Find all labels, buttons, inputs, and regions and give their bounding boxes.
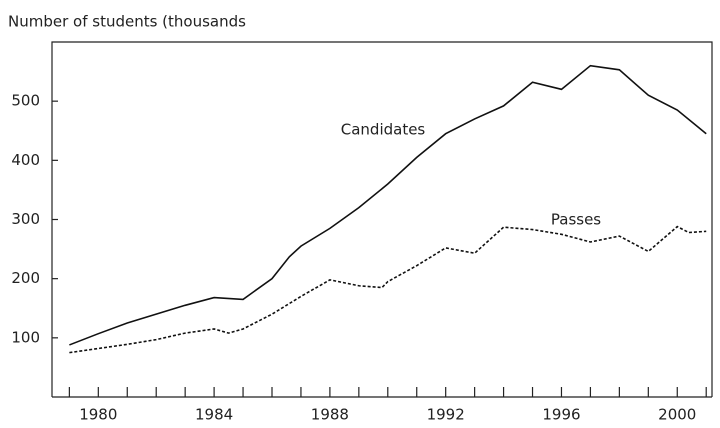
y-tick-label: 500 [11, 92, 40, 110]
x-tick-label: 1980 [79, 406, 117, 424]
x-tick-label: 1988 [311, 406, 349, 424]
chart-title: Number of students (thousands [8, 13, 246, 31]
y-tick-label: 400 [11, 151, 40, 169]
plot-frame [51, 41, 713, 397]
y-tick-label: 200 [11, 269, 40, 287]
x-tick-label: 1992 [427, 406, 465, 424]
series-label: Candidates [341, 121, 426, 139]
x-tick-label: 1984 [195, 406, 233, 424]
series-line [69, 225, 707, 354]
x-tick-label: 2000 [658, 406, 696, 424]
x-tick-label: 1996 [542, 406, 580, 424]
y-tick-label: 300 [11, 210, 40, 228]
y-tick-label: 100 [11, 328, 40, 346]
series-label: Passes [551, 211, 601, 229]
series-line [69, 64, 707, 346]
